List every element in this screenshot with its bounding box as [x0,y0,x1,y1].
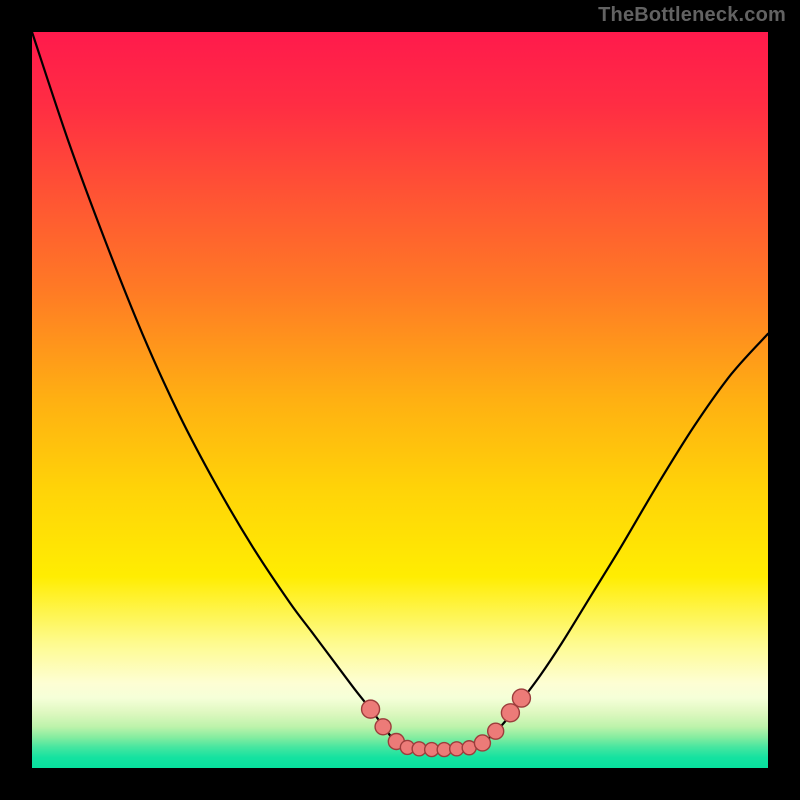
plot-gradient-background [32,32,768,768]
curve-marker [362,700,380,718]
curve-marker [474,735,490,751]
bottleneck-curve-chart [0,0,800,800]
curve-marker [512,689,530,707]
chart-container: TheBottleneck.com [0,0,800,800]
curve-marker [375,719,391,735]
watermark-text: TheBottleneck.com [598,4,786,27]
curve-marker [488,723,504,739]
